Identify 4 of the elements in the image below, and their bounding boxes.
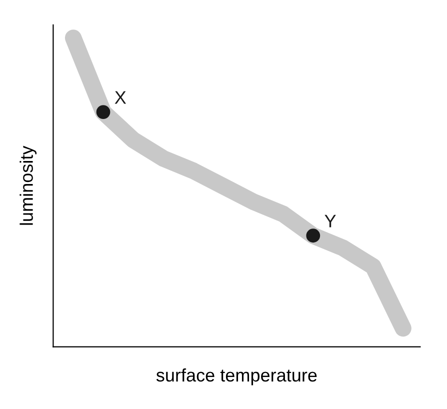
annotation: X (114, 91, 126, 104)
x-axis-title: surface temperature (156, 368, 317, 386)
y-axis-title: luminosity (20, 146, 37, 225)
annotation: Y (324, 214, 336, 228)
